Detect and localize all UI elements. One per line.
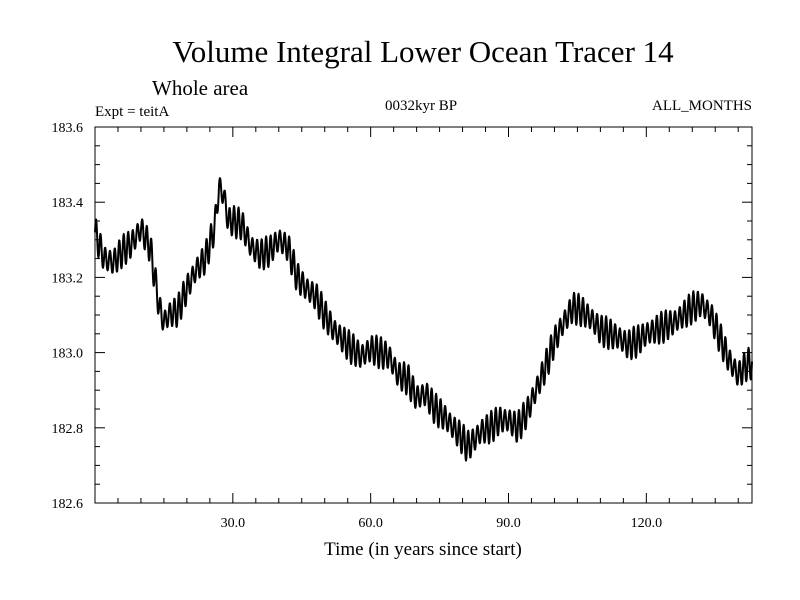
plot-layer <box>94 177 753 462</box>
y-tick-label: 183.0 <box>52 347 84 362</box>
x-axis: 30.0 60.0 90.0 120.0 <box>117 127 739 531</box>
experiment-label: Expt = teitA <box>95 104 169 120</box>
months-label: ALL_MONTHS <box>652 98 752 114</box>
chart-title: Volume Integral Lower Ocean Tracer 14 <box>172 34 674 69</box>
x-tick-label: 30.0 <box>221 516 246 531</box>
x-tick-label: 90.0 <box>496 516 521 531</box>
y-tick-label: 183.4 <box>52 196 84 211</box>
chart-subtitle: Whole area <box>152 76 249 100</box>
y-tick-label: 183.2 <box>52 271 84 286</box>
y-axis: 182.6 182.8 183.0 183.2 183.4 183.6 <box>52 121 752 512</box>
period-label: 0032kyr BP <box>385 98 457 114</box>
y-tick-label: 183.6 <box>52 121 84 136</box>
x-tick-label: 60.0 <box>358 516 383 531</box>
x-axis-label: Time (in years since start) <box>324 539 522 560</box>
x-tick-label: 120.0 <box>631 516 663 531</box>
plot-frame <box>94 126 753 504</box>
y-tick-label: 182.6 <box>52 497 84 512</box>
y-tick-label: 182.8 <box>52 422 84 437</box>
series-line <box>94 177 753 462</box>
